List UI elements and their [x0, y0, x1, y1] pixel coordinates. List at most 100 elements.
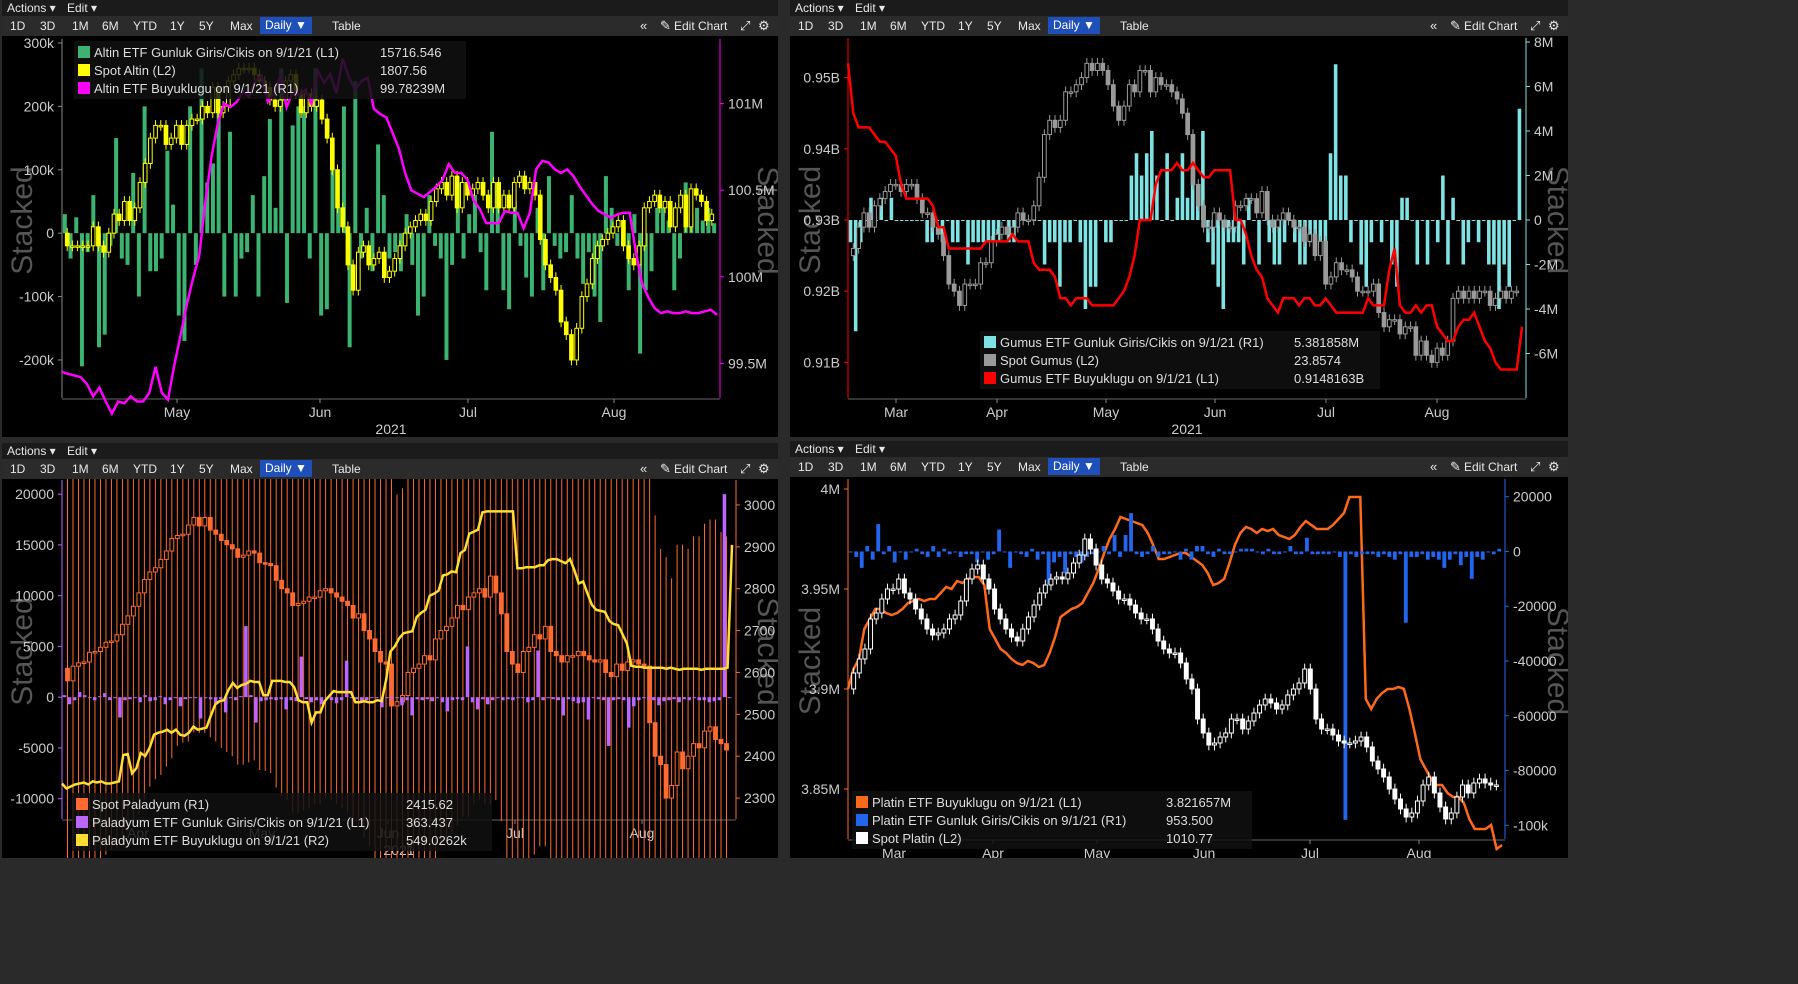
daily-dropdown[interactable]: Daily ▼: [260, 460, 312, 477]
edit-menu[interactable]: Edit ▾: [67, 1, 98, 15]
bar: [254, 697, 258, 723]
daily-dropdown[interactable]: Daily ▼: [260, 17, 312, 34]
range-button-5y[interactable]: 5Y: [199, 19, 214, 33]
gear-icon[interactable]: ⚙: [758, 461, 770, 476]
collapse-icon[interactable]: «: [1430, 18, 1438, 33]
candle-body: [597, 659, 603, 663]
range-button-6m[interactable]: 6M: [890, 19, 907, 33]
collapse-icon[interactable]: «: [640, 461, 648, 476]
range-button-1m[interactable]: 1M: [860, 460, 877, 474]
actions-menu[interactable]: Actions ▾: [7, 444, 56, 458]
bar: [647, 697, 651, 700]
collapse-icon[interactable]: «: [1430, 459, 1438, 474]
bar: [1160, 220, 1164, 221]
gear-icon[interactable]: ⚙: [1548, 459, 1560, 474]
range-button-max[interactable]: Max: [1018, 460, 1041, 474]
resize-icon[interactable]: ⤢: [1530, 18, 1541, 33]
range-button-1m[interactable]: 1M: [72, 462, 89, 476]
range-button-5y[interactable]: 5Y: [987, 19, 1002, 33]
gear-icon[interactable]: ⚙: [1548, 18, 1560, 33]
resize-icon[interactable]: ⤢: [1530, 459, 1541, 474]
range-button-1d[interactable]: 1D: [10, 462, 26, 476]
range-button-max[interactable]: Max: [230, 462, 253, 476]
pencil-icon[interactable]: ✎: [660, 18, 671, 33]
range-button-1d[interactable]: 1D: [798, 19, 814, 33]
bar: [210, 163, 215, 234]
series-line: [846, 63, 1524, 371]
range-button-ytd[interactable]: YTD: [133, 462, 157, 476]
pencil-icon[interactable]: ✎: [1450, 459, 1461, 474]
range-button-5y[interactable]: 5Y: [987, 460, 1002, 474]
candle-body: [957, 290, 962, 306]
candle-body: [1409, 812, 1415, 818]
edit-menu[interactable]: Edit ▾: [855, 1, 886, 15]
legend-series-name: Platin ETF Buyuklugu on 9/1/21 (L1): [872, 795, 1082, 810]
resize-icon[interactable]: ⤢: [740, 461, 751, 476]
range-button-1y[interactable]: 1Y: [958, 460, 973, 474]
watermark-left: Stacked: [6, 597, 39, 705]
edit-menu[interactable]: Edit ▾: [855, 442, 886, 456]
table-button[interactable]: Table: [1120, 460, 1149, 474]
table-button[interactable]: Table: [1120, 19, 1149, 33]
candle-body: [1238, 205, 1244, 208]
range-button-1m[interactable]: 1M: [72, 19, 89, 33]
range-button-6m[interactable]: 6M: [102, 19, 119, 33]
gear-icon[interactable]: ⚙: [758, 18, 770, 33]
actions-menu[interactable]: Actions ▾: [795, 1, 844, 15]
candle-body: [1280, 212, 1286, 221]
candle-body: [1228, 718, 1234, 734]
range-button-1m[interactable]: 1M: [860, 19, 877, 33]
pencil-icon[interactable]: ✎: [1450, 18, 1461, 33]
candle-body: [1137, 69, 1143, 93]
daily-dropdown[interactable]: Daily ▼: [1048, 458, 1100, 475]
actions-menu[interactable]: Actions ▾: [7, 1, 56, 15]
range-button-3d[interactable]: 3D: [40, 19, 56, 33]
range-button-1y[interactable]: 1Y: [958, 19, 973, 33]
range-button-ytd[interactable]: YTD: [921, 19, 945, 33]
range-button-5y[interactable]: 5Y: [199, 462, 214, 476]
candle-body: [355, 251, 361, 291]
legend-series-name: Paladyum ETF Gunluk Giris/Cikis on 9/1/2…: [92, 815, 369, 830]
candle-body: [1434, 347, 1440, 363]
collapse-icon[interactable]: «: [640, 18, 648, 33]
bar: [950, 220, 955, 243]
range-button-3d[interactable]: 3D: [828, 460, 844, 474]
range-button-3d[interactable]: 3D: [40, 462, 56, 476]
range-button-1y[interactable]: 1Y: [170, 462, 185, 476]
edit-chart-button[interactable]: Edit Chart: [674, 19, 728, 33]
edit-menu[interactable]: Edit ▾: [67, 444, 98, 458]
right-tick-label: -40000: [1513, 653, 1557, 669]
bar: [920, 220, 924, 221]
candle-body: [1200, 718, 1206, 734]
range-button-1d[interactable]: 1D: [10, 19, 26, 33]
range-button-max[interactable]: Max: [1018, 19, 1041, 33]
candle-body: [1009, 628, 1014, 638]
range-button-1y[interactable]: 1Y: [170, 19, 185, 33]
range-button-max[interactable]: Max: [230, 19, 253, 33]
range-button-ytd[interactable]: YTD: [921, 460, 945, 474]
range-button-1d[interactable]: 1D: [798, 460, 814, 474]
edit-chart-button[interactable]: Edit Chart: [1464, 460, 1518, 474]
actions-menu[interactable]: Actions ▾: [795, 442, 844, 456]
candle-body: [1110, 582, 1116, 592]
range-button-6m[interactable]: 6M: [890, 460, 907, 474]
candle-body: [685, 755, 691, 770]
pencil-icon[interactable]: ✎: [660, 461, 671, 476]
range-button-ytd[interactable]: YTD: [133, 19, 157, 33]
table-button[interactable]: Table: [332, 462, 361, 476]
bar: [198, 697, 203, 719]
range-button-3d[interactable]: 3D: [828, 19, 844, 33]
candle-body: [688, 188, 694, 228]
table-button[interactable]: Table: [332, 19, 361, 33]
bar: [1052, 551, 1057, 563]
candle-body: [625, 661, 631, 671]
candle-body: [482, 588, 488, 598]
resize-icon[interactable]: ⤢: [740, 18, 751, 33]
bar: [722, 494, 727, 698]
edit-chart-button[interactable]: Edit Chart: [674, 462, 728, 476]
chart-svg: Stacked Stacked 4M 3.95M 3.9M 3.85M 20000 0 -200…: [794, 479, 1568, 858]
edit-chart-button[interactable]: Edit Chart: [1464, 19, 1518, 33]
candle-body: [1099, 564, 1105, 580]
range-button-6m[interactable]: 6M: [102, 462, 119, 476]
daily-dropdown[interactable]: Daily ▼: [1048, 17, 1100, 34]
